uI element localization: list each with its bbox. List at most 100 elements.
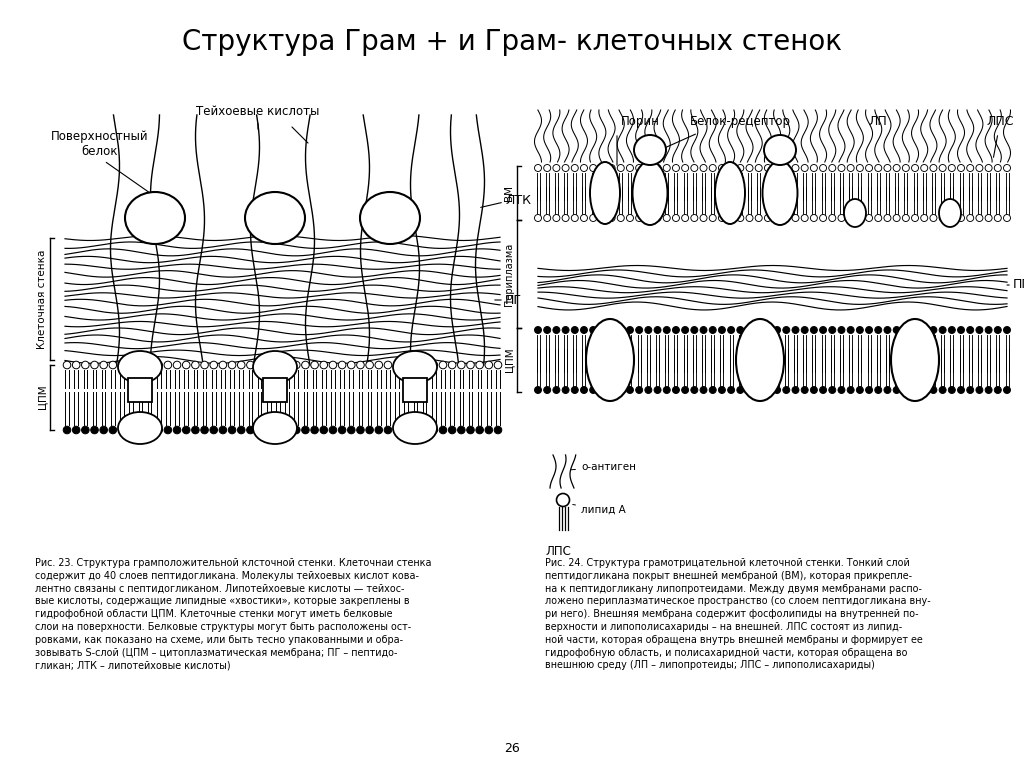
Circle shape (449, 426, 456, 434)
Circle shape (553, 327, 560, 334)
Circle shape (293, 426, 300, 434)
Circle shape (63, 361, 71, 369)
Circle shape (191, 361, 200, 369)
Circle shape (673, 164, 680, 172)
Circle shape (691, 215, 697, 222)
Circle shape (535, 164, 542, 172)
Circle shape (421, 426, 428, 434)
Circle shape (311, 426, 318, 434)
Circle shape (737, 387, 743, 393)
Circle shape (430, 426, 437, 434)
Circle shape (737, 164, 743, 172)
Ellipse shape (939, 199, 961, 227)
Circle shape (819, 327, 826, 334)
Text: Поверхностный
белок: Поверхностный белок (51, 130, 158, 199)
Circle shape (329, 361, 337, 369)
Ellipse shape (590, 162, 620, 224)
Ellipse shape (634, 135, 666, 165)
Circle shape (164, 426, 172, 434)
Circle shape (691, 164, 697, 172)
Circle shape (617, 215, 625, 222)
Circle shape (976, 215, 983, 222)
Ellipse shape (764, 135, 796, 165)
Circle shape (673, 327, 680, 334)
Circle shape (627, 164, 634, 172)
Circle shape (173, 361, 181, 369)
Circle shape (994, 215, 1001, 222)
Circle shape (893, 164, 900, 172)
Circle shape (728, 164, 734, 172)
Circle shape (856, 387, 863, 393)
Circle shape (911, 164, 919, 172)
Circle shape (599, 327, 606, 334)
Circle shape (590, 164, 597, 172)
Ellipse shape (253, 351, 297, 383)
Circle shape (109, 426, 117, 434)
Circle shape (636, 164, 643, 172)
Circle shape (384, 361, 392, 369)
FancyBboxPatch shape (128, 378, 152, 402)
Circle shape (728, 327, 734, 334)
Circle shape (838, 215, 845, 222)
Circle shape (828, 215, 836, 222)
Text: Рис. 24. Структура грамотрицательной клеточной стенки. Тонкий слой
пептидогликан: Рис. 24. Структура грамотрицательной кле… (545, 558, 931, 670)
Circle shape (710, 327, 716, 334)
Circle shape (553, 387, 560, 393)
Circle shape (617, 327, 625, 334)
Circle shape (599, 215, 606, 222)
Circle shape (976, 387, 983, 393)
Circle shape (145, 426, 154, 434)
Circle shape (544, 215, 551, 222)
Text: Тейхоевые кислоты: Тейхоевые кислоты (197, 105, 319, 129)
Circle shape (556, 493, 569, 506)
Circle shape (247, 361, 254, 369)
Circle shape (581, 164, 588, 172)
Circle shape (73, 361, 80, 369)
Circle shape (544, 387, 551, 393)
Circle shape (691, 387, 697, 393)
Ellipse shape (586, 319, 634, 401)
Circle shape (792, 387, 799, 393)
Ellipse shape (844, 199, 866, 227)
Circle shape (645, 164, 652, 172)
Circle shape (967, 327, 974, 334)
Circle shape (173, 426, 181, 434)
Circle shape (939, 387, 946, 393)
Circle shape (700, 215, 707, 222)
Circle shape (228, 361, 236, 369)
Circle shape (284, 426, 291, 434)
Circle shape (329, 426, 337, 434)
Circle shape (458, 426, 465, 434)
Circle shape (535, 327, 542, 334)
Circle shape (293, 361, 300, 369)
Circle shape (247, 426, 254, 434)
Circle shape (976, 327, 983, 334)
Circle shape (865, 327, 872, 334)
Circle shape (957, 215, 965, 222)
Ellipse shape (118, 351, 162, 383)
Circle shape (590, 215, 597, 222)
Circle shape (930, 215, 937, 222)
Circle shape (994, 387, 1001, 393)
Circle shape (828, 164, 836, 172)
Circle shape (939, 327, 946, 334)
Circle shape (865, 387, 872, 393)
Ellipse shape (763, 161, 798, 225)
Circle shape (347, 426, 355, 434)
Circle shape (893, 387, 900, 393)
Circle shape (155, 426, 163, 434)
Circle shape (884, 215, 891, 222)
Circle shape (535, 215, 542, 222)
Circle shape (100, 361, 108, 369)
Circle shape (874, 387, 882, 393)
Circle shape (118, 361, 126, 369)
Circle shape (127, 426, 135, 434)
Text: Структура Грам + и Грам- клеточных стенок: Структура Грам + и Грам- клеточных стено… (182, 28, 842, 56)
Circle shape (700, 164, 707, 172)
Circle shape (967, 164, 974, 172)
Circle shape (627, 387, 634, 393)
Circle shape (957, 327, 965, 334)
Circle shape (810, 215, 817, 222)
Circle shape (792, 164, 799, 172)
Circle shape (402, 426, 410, 434)
